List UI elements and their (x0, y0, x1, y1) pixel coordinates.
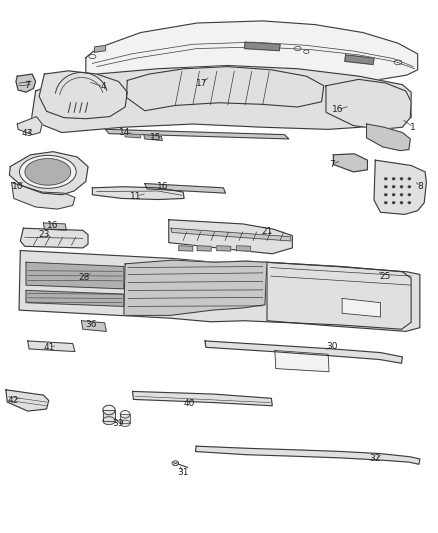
Polygon shape (81, 321, 106, 332)
Polygon shape (133, 391, 272, 406)
Text: 41: 41 (44, 343, 55, 352)
Ellipse shape (408, 177, 411, 180)
Polygon shape (86, 21, 418, 82)
Polygon shape (169, 220, 292, 254)
Text: 30: 30 (327, 342, 338, 351)
Text: 10: 10 (11, 182, 23, 191)
Polygon shape (195, 446, 420, 464)
Ellipse shape (120, 410, 130, 418)
Text: 8: 8 (417, 182, 423, 191)
Ellipse shape (400, 185, 403, 188)
Text: 4: 4 (100, 82, 106, 91)
Polygon shape (197, 246, 211, 251)
Ellipse shape (392, 193, 395, 196)
Polygon shape (39, 71, 127, 119)
Ellipse shape (408, 201, 411, 204)
Polygon shape (95, 45, 106, 52)
Text: 40: 40 (184, 399, 195, 408)
Polygon shape (144, 135, 162, 141)
Polygon shape (374, 160, 426, 214)
Ellipse shape (120, 420, 130, 426)
Ellipse shape (384, 177, 387, 180)
Polygon shape (179, 246, 193, 251)
Polygon shape (19, 251, 411, 329)
Ellipse shape (400, 193, 403, 196)
Text: 28: 28 (79, 273, 90, 281)
Polygon shape (26, 262, 124, 289)
Polygon shape (217, 246, 231, 251)
Polygon shape (106, 130, 289, 139)
Text: 23: 23 (39, 230, 50, 239)
Polygon shape (345, 55, 374, 64)
Ellipse shape (392, 201, 395, 204)
Polygon shape (92, 187, 184, 199)
Text: 7: 7 (330, 160, 336, 169)
Polygon shape (367, 124, 410, 151)
Polygon shape (28, 341, 75, 352)
Polygon shape (127, 67, 324, 111)
Text: 42: 42 (7, 396, 18, 405)
Text: 16: 16 (46, 221, 58, 230)
Ellipse shape (408, 185, 411, 188)
Polygon shape (31, 66, 411, 133)
Polygon shape (326, 79, 411, 130)
Text: 39: 39 (112, 419, 124, 428)
Polygon shape (145, 183, 226, 193)
Polygon shape (171, 228, 291, 241)
Polygon shape (125, 134, 141, 138)
Text: 1: 1 (410, 123, 416, 132)
Ellipse shape (392, 185, 395, 188)
Polygon shape (244, 42, 280, 51)
Text: 11: 11 (130, 192, 142, 201)
Text: 25: 25 (379, 272, 391, 280)
Ellipse shape (19, 156, 76, 188)
Text: 21: 21 (261, 227, 273, 236)
Text: 32: 32 (370, 455, 381, 463)
Polygon shape (6, 390, 49, 411)
Polygon shape (16, 74, 35, 92)
Ellipse shape (408, 193, 411, 196)
Ellipse shape (103, 417, 115, 425)
Ellipse shape (400, 201, 403, 204)
Polygon shape (333, 154, 367, 172)
Text: 16: 16 (156, 182, 168, 191)
Text: 7: 7 (24, 81, 30, 90)
Text: 36: 36 (86, 320, 97, 329)
Polygon shape (237, 246, 251, 251)
Polygon shape (120, 414, 130, 423)
Polygon shape (342, 298, 381, 317)
Ellipse shape (103, 405, 115, 415)
Polygon shape (124, 260, 267, 316)
Polygon shape (12, 182, 75, 209)
Text: 17: 17 (196, 78, 207, 87)
Text: 14: 14 (120, 128, 131, 137)
Polygon shape (267, 262, 420, 332)
Polygon shape (26, 290, 124, 306)
Ellipse shape (25, 159, 71, 185)
Polygon shape (20, 228, 88, 248)
Text: 15: 15 (150, 133, 162, 142)
Text: 43: 43 (21, 129, 32, 138)
Polygon shape (43, 223, 66, 230)
Ellipse shape (384, 201, 387, 204)
Ellipse shape (400, 177, 403, 180)
Polygon shape (205, 341, 403, 364)
Polygon shape (10, 152, 88, 195)
Ellipse shape (384, 185, 387, 188)
Ellipse shape (384, 193, 387, 196)
Ellipse shape (172, 461, 179, 466)
Text: 31: 31 (177, 469, 189, 477)
Polygon shape (103, 410, 115, 421)
Ellipse shape (392, 177, 395, 180)
Polygon shape (17, 117, 42, 135)
Text: 16: 16 (332, 105, 343, 114)
Polygon shape (275, 351, 329, 372)
